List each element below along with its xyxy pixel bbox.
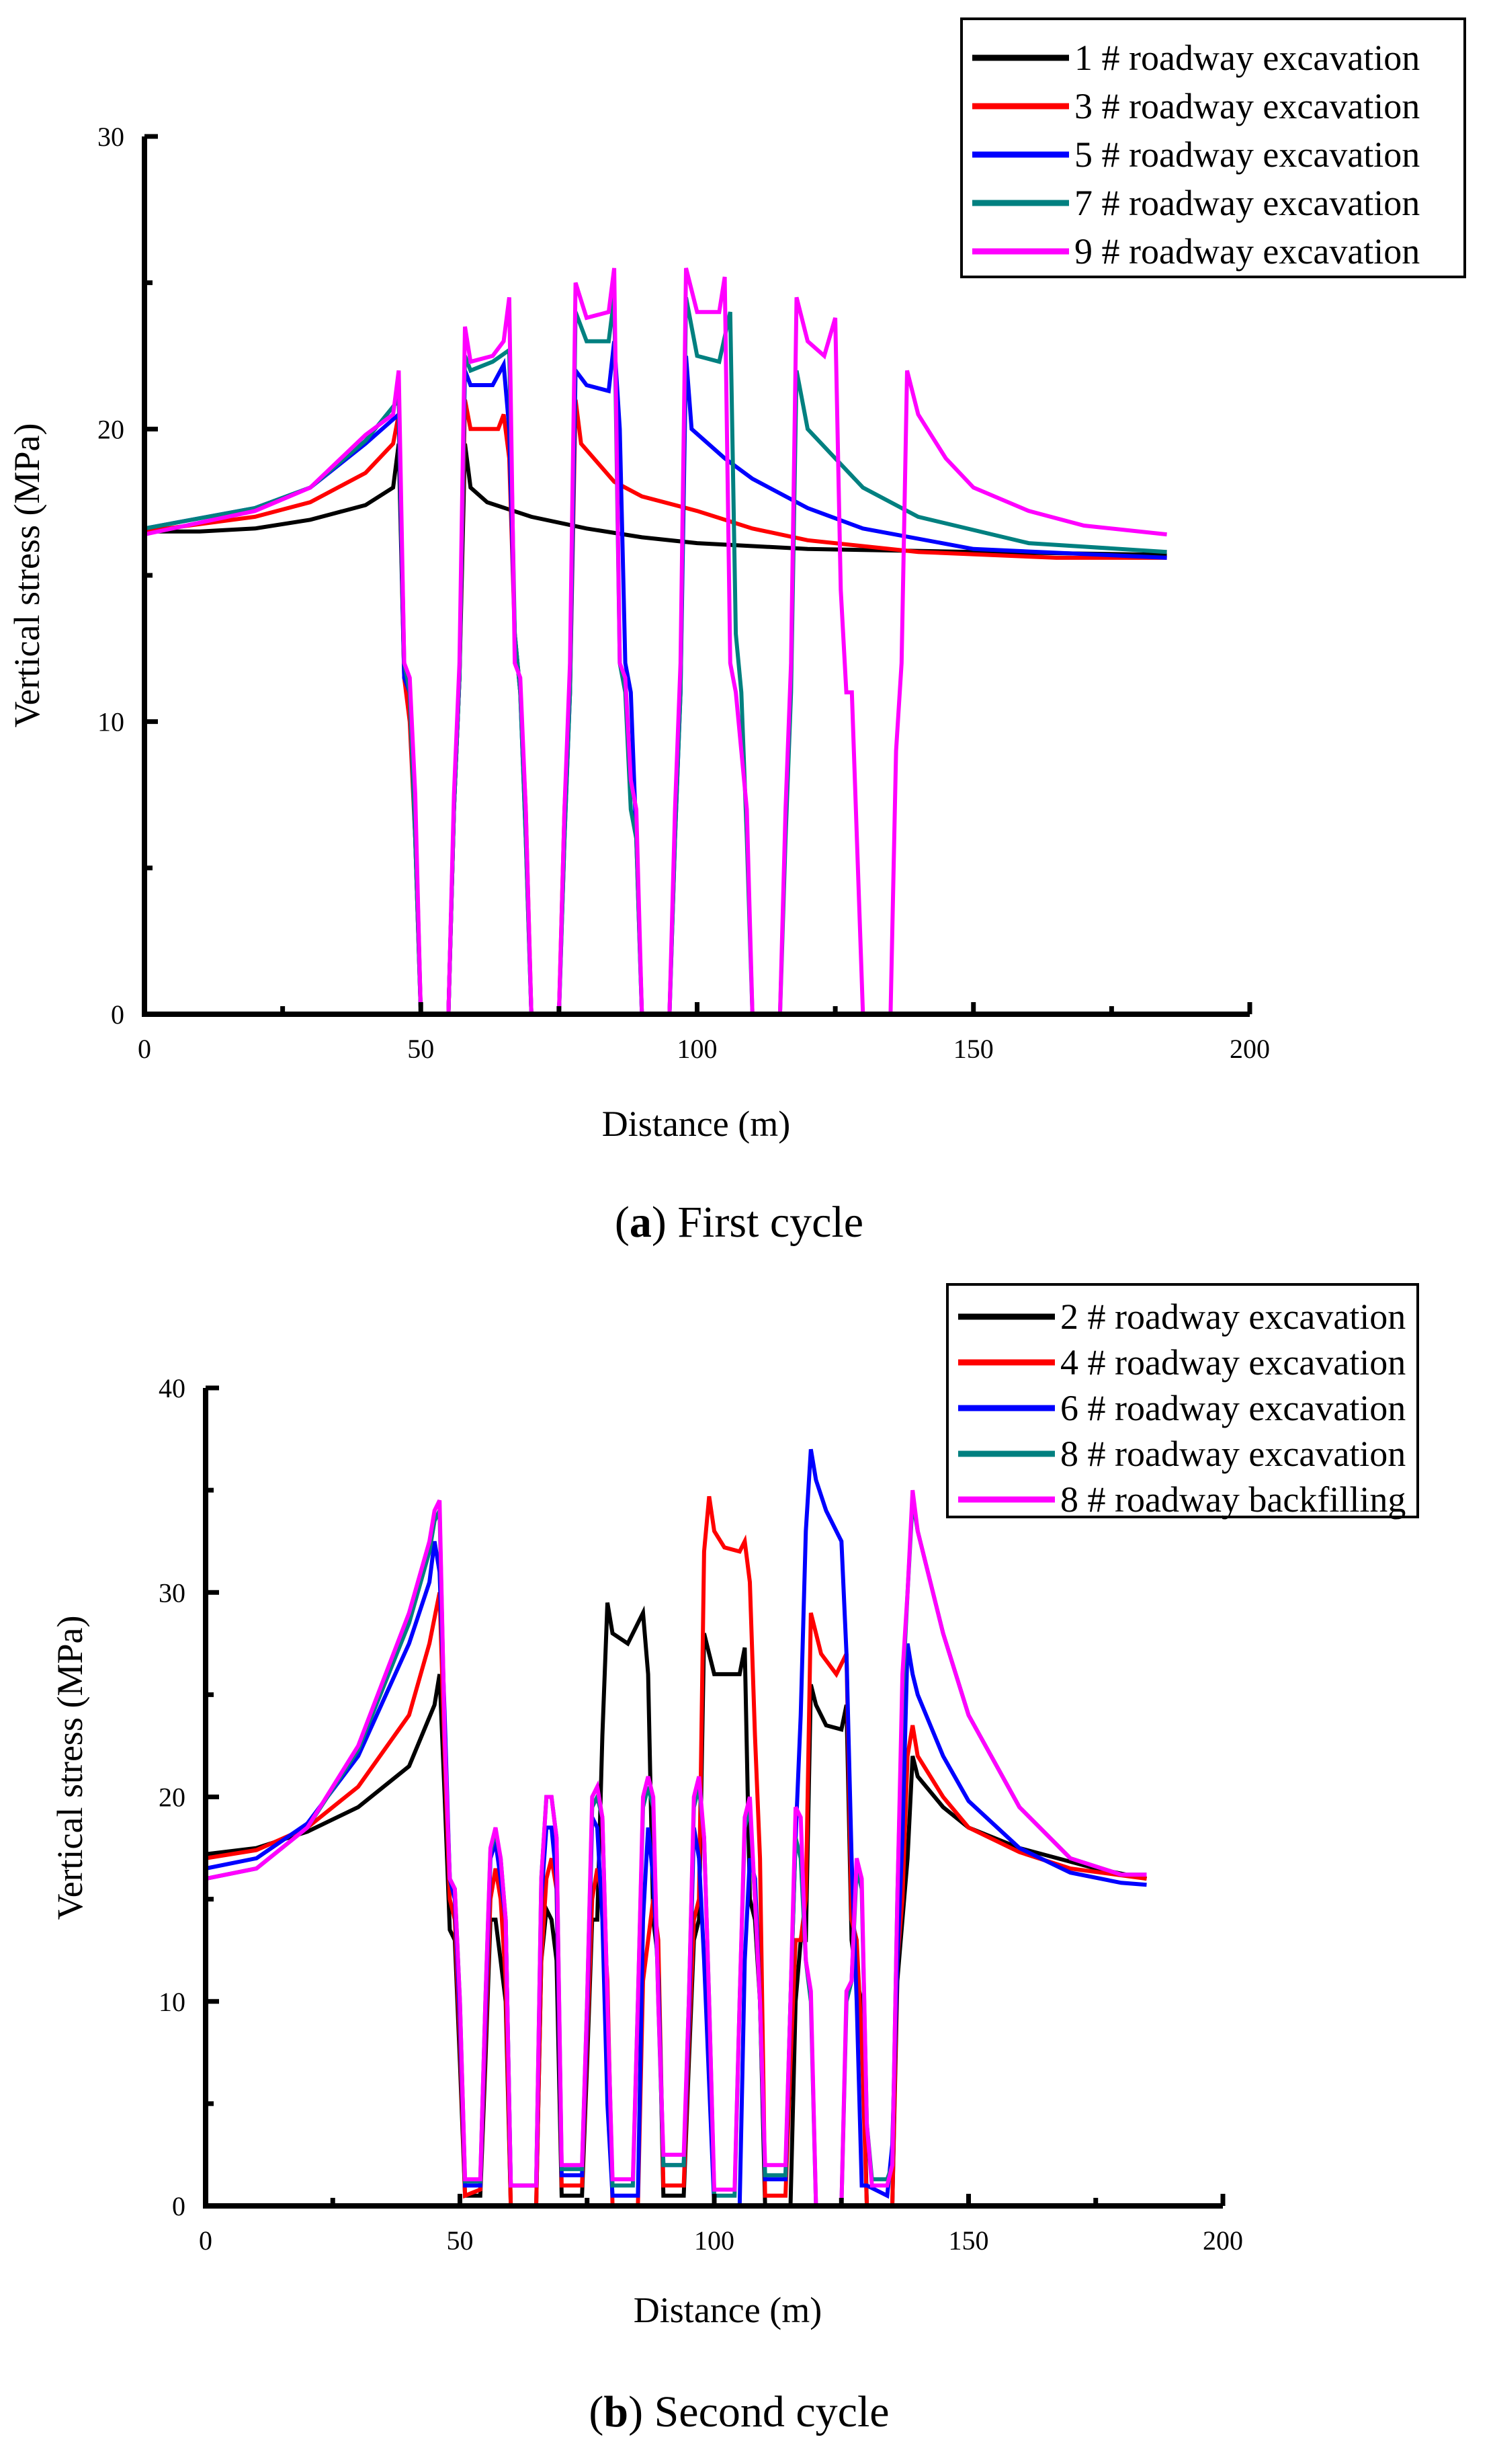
y-axis-label: Vertical stress (MPa) [7, 423, 47, 728]
series-line-3 [205, 1448, 1147, 2208]
x-tick-label: 200 [1203, 2225, 1243, 2256]
chart-panel-a: 0 50 100 150 200 0 10 20 30 Distance (m) Vertical … [7, 17, 1466, 1247]
x-tick-label: 150 [949, 2225, 989, 2256]
y-tick-label: 20 [159, 1782, 185, 1813]
x-axis-label: Distance (m) [602, 1104, 790, 1144]
chart-panel-b: 0 50 100 150 200 0 10 20 30 40 Distance (m) Vertica… [50, 1283, 1419, 2436]
x-tick-label: 50 [407, 1034, 434, 1064]
legend-label: 6 # roadway excavation [1060, 1388, 1406, 1428]
series-line-3 [144, 341, 1167, 1016]
y-tick-label: 10 [159, 1987, 185, 2017]
y-tick-label: 0 [111, 999, 124, 1030]
y-tick-label: 20 [97, 414, 124, 444]
y-tick-label: 30 [159, 1577, 185, 1608]
x-tick-label: 100 [694, 2225, 734, 2256]
figure-caption: (b) Second cycle [589, 2387, 889, 2436]
legend-box [946, 1283, 1419, 1518]
legend-label: 4 # roadway excavation [1060, 1342, 1406, 1383]
legend-label: 2 # roadway excavation [1060, 1297, 1406, 1337]
legend-box [960, 17, 1466, 278]
caption-letter: b [603, 2387, 628, 2436]
legend-label: 7 # roadway excavation [1074, 183, 1420, 223]
x-tick-label: 150 [953, 1034, 994, 1064]
series-line-4 [205, 1500, 1147, 2208]
x-tick-label: 100 [677, 1034, 718, 1064]
y-axis-label: Vertical stress (MPa) [50, 1616, 90, 1920]
x-tick-label: 0 [138, 1034, 151, 1064]
legend-label: 8 # roadway backfilling [1060, 1479, 1406, 1520]
y-tick-label: 30 [97, 122, 124, 152]
series-line-1 [205, 1602, 1148, 2208]
legend-label: 8 # roadway excavation [1060, 1434, 1406, 1474]
x-tick-label: 50 [447, 2225, 474, 2256]
x-axis-label: Distance (m) [634, 2290, 822, 2330]
series-line-4 [144, 296, 1167, 1016]
series-line-5 [144, 268, 1167, 1016]
caption-letter: a [630, 1198, 652, 1247]
series-line-1 [144, 443, 1167, 1016]
series-line-2 [205, 1495, 1147, 2208]
y-tick-label: 0 [172, 2191, 185, 2221]
x-tick-label: 200 [1230, 1034, 1270, 1064]
legend: 2 # roadway excavation 4 # roadway excava… [946, 1283, 1419, 1520]
series-line-5 [205, 1489, 1147, 2208]
x-tick-label: 0 [199, 2225, 212, 2256]
figure-caption: (a) First cycle [615, 1198, 863, 1247]
y-tick-label: 40 [159, 1373, 185, 1403]
y-tick-label: 10 [97, 707, 124, 737]
legend-label: 1 # roadway excavation [1074, 38, 1420, 78]
legend-label: 5 # roadway excavation [1074, 134, 1420, 175]
legend: 1 # roadway excavation 3 # roadway excava… [960, 17, 1466, 278]
legend-label: 3 # roadway excavation [1074, 86, 1420, 126]
legend-label: 9 # roadway excavation [1074, 231, 1420, 272]
